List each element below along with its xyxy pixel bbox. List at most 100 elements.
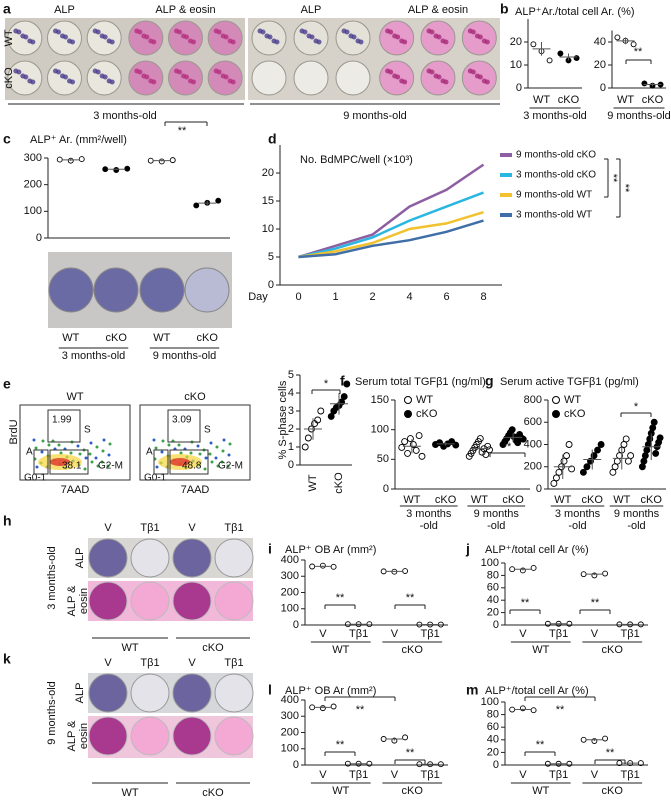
stain-spot <box>395 34 401 40</box>
data-point <box>406 435 414 443</box>
stain-spot <box>470 29 476 35</box>
stain-spot <box>267 34 273 40</box>
y-tick-label: 40 <box>487 594 499 606</box>
event-dot <box>208 452 212 456</box>
data-point <box>652 449 660 457</box>
gate-value: 48.8 <box>182 461 202 472</box>
stain-spot <box>16 29 22 35</box>
event-dot <box>226 464 230 468</box>
row-label: ALP <box>74 548 86 569</box>
x-tick-label: cKO <box>502 494 524 506</box>
stain-spot <box>137 69 143 75</box>
data-point <box>550 479 558 487</box>
stain-spot <box>443 39 449 45</box>
x-tick-label: V <box>391 769 399 781</box>
gate-label: S <box>204 425 211 436</box>
stain-spot <box>402 79 408 85</box>
well <box>88 581 128 621</box>
panel-letter: m <box>466 682 478 698</box>
y-tick-label: 20 <box>262 167 274 179</box>
gate-label: A <box>26 447 33 458</box>
well <box>48 267 94 313</box>
legend-label: 9 months-old cKO <box>516 150 596 161</box>
x-tick-label: WT <box>613 494 630 506</box>
stain-spot <box>302 29 308 35</box>
stain-spot <box>95 69 101 75</box>
significance: ** <box>607 174 619 183</box>
group-label: 9 months <box>614 508 660 520</box>
stain-spot <box>184 34 189 40</box>
x-tick-label: 0 <box>295 291 301 303</box>
group-label: cKO <box>202 787 224 799</box>
stain-spot <box>109 79 115 85</box>
gate <box>47 409 81 443</box>
column-label: V <box>188 657 196 669</box>
data-point <box>215 197 222 204</box>
x-tick-label: WT <box>403 494 420 506</box>
y-tick-label: 0 <box>293 759 299 771</box>
axis-label: 7AAD <box>61 484 90 496</box>
data-point <box>552 474 560 482</box>
event-dot <box>108 442 112 446</box>
event-dot <box>100 460 104 464</box>
well <box>214 538 254 578</box>
data-point <box>565 441 573 448</box>
data-point <box>124 165 131 172</box>
data-point <box>560 457 568 465</box>
data-point <box>330 703 337 710</box>
y-tick-label: 0 <box>493 619 499 631</box>
data-point <box>602 735 609 742</box>
stain-spot <box>388 69 394 75</box>
significance: ** <box>406 747 415 759</box>
y-tick-label: 1 <box>288 441 294 453</box>
data-point <box>530 565 537 571</box>
event-dot <box>210 460 214 464</box>
stain-spot <box>70 79 75 85</box>
event-dot <box>209 441 213 445</box>
data-point <box>452 441 460 449</box>
group-label: 3 months-old <box>523 110 587 122</box>
x-tick-label: WT <box>153 332 170 344</box>
data-point <box>401 438 409 445</box>
y-tick-label: 100 <box>371 424 389 436</box>
column-label: V <box>104 657 112 669</box>
axis-label: 7AAD <box>181 484 210 496</box>
data-point <box>622 435 630 443</box>
stain-spot <box>429 29 435 35</box>
event-dot <box>196 444 200 448</box>
data-point <box>304 434 312 442</box>
data-point <box>56 156 63 163</box>
data-point <box>147 157 154 164</box>
stain-spot <box>477 34 483 40</box>
gate-value: 38.1 <box>62 461 82 472</box>
x-tick-label: Tβ1 <box>349 628 368 640</box>
significance: ** <box>521 597 530 609</box>
y-tick-label: 20 <box>487 607 499 619</box>
significance: ** <box>336 739 345 751</box>
y-tick-label: 60 <box>487 582 499 594</box>
event-dot <box>215 445 219 449</box>
panel-letter: l <box>268 682 272 698</box>
legend-label: cKO <box>564 408 586 420</box>
data-point <box>301 443 309 451</box>
x-tick-label: cKO <box>106 332 128 344</box>
x-tick-label: 1 <box>332 291 338 303</box>
data-point <box>519 567 526 574</box>
event-dot <box>167 443 171 447</box>
data-point <box>557 50 564 57</box>
y-tick-label: 200 <box>24 179 42 191</box>
stain-spot <box>177 29 182 35</box>
group-label: -old <box>487 520 505 532</box>
data-point <box>476 435 484 443</box>
chart-title: ALP⁺ OB Ar (mm²) <box>285 685 376 697</box>
x-tick-label: V <box>319 769 327 781</box>
gate <box>49 449 89 475</box>
row-label: eosin <box>78 723 90 749</box>
data-point <box>314 416 322 424</box>
gate <box>153 449 169 475</box>
event-dot <box>88 452 92 456</box>
y-tick-label: 300 <box>281 710 299 722</box>
x-tick-label: Tβ1 <box>549 769 568 781</box>
chart-title: ALP⁺ Ar. (mm²/well) <box>30 134 127 146</box>
group-label: cKO <box>602 644 624 656</box>
